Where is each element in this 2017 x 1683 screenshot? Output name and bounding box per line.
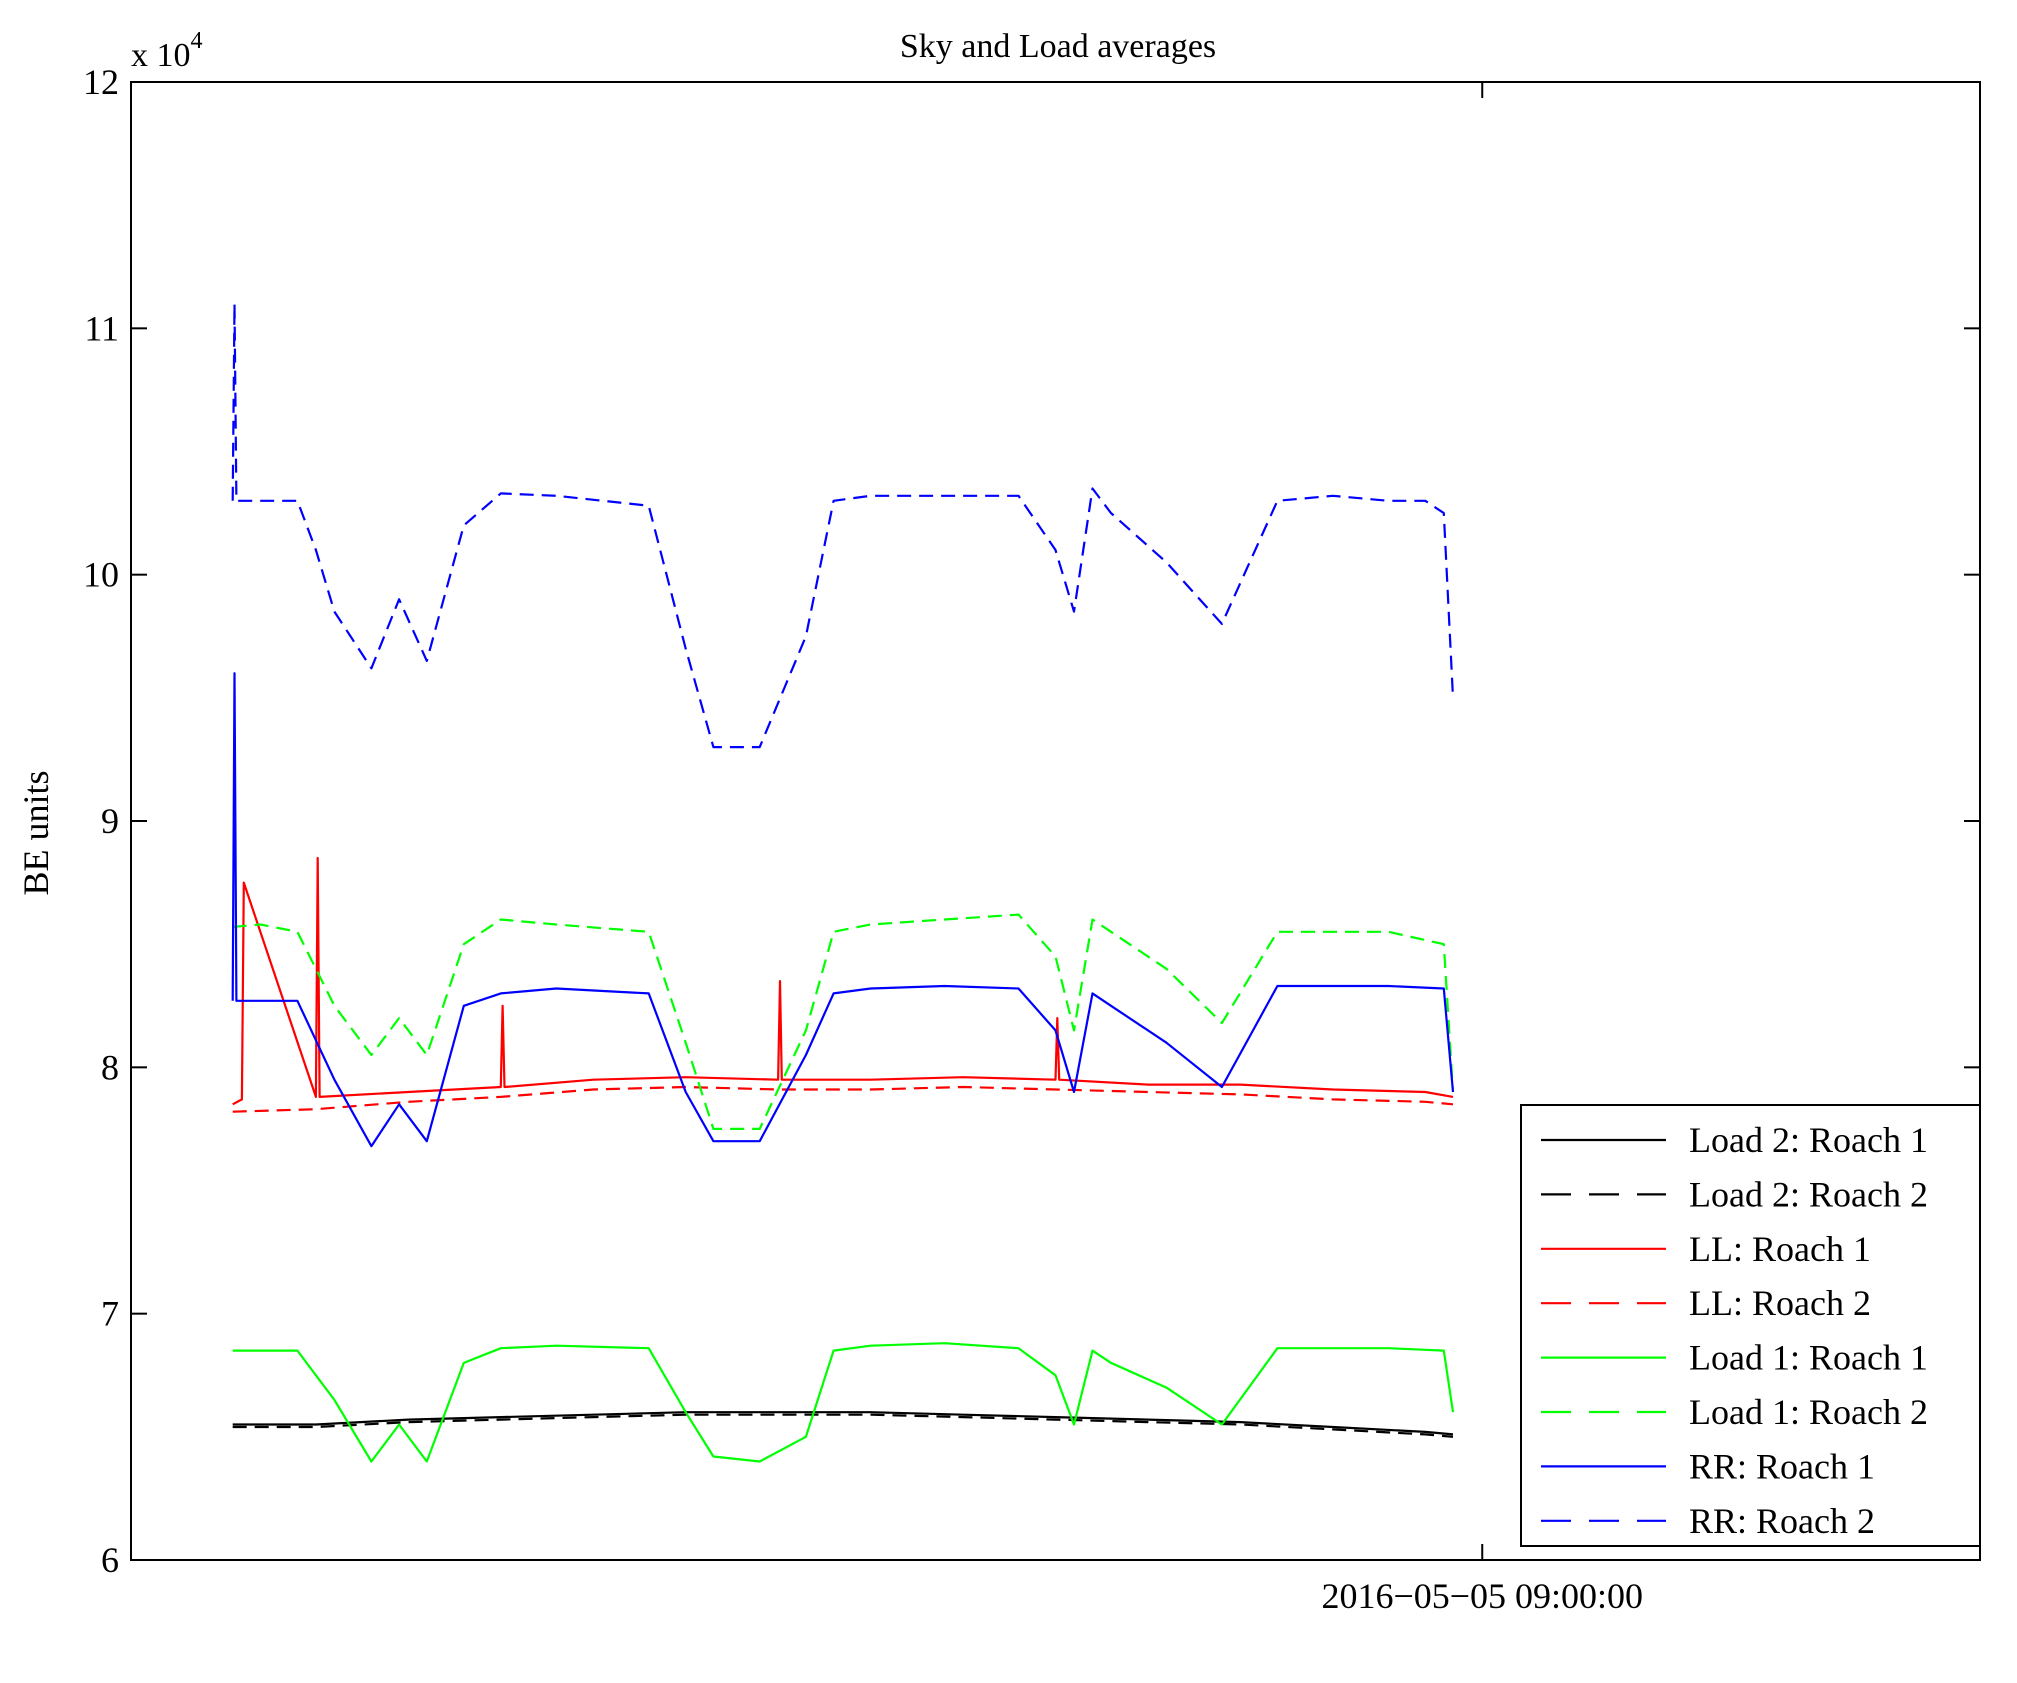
legend-label-2: Load 2: Roach 2 [1689,1174,1928,1214]
y-ticks: 6 7 8 9 10 11 12 [83,62,1980,1580]
series-layer [231,302,1455,1463]
series-line-6 [232,913,1455,1131]
x-ticks: 2016−05−05 09:00:00 [1321,82,1643,1616]
legend-label-7: RR: Roach 1 [1689,1446,1875,1486]
y-tick-label: 11 [84,308,119,348]
legend-label-8: RR: Roach 2 [1689,1501,1875,1541]
series-line-7 [231,672,1455,1148]
y-axis-label: BE units [16,770,56,895]
y-exponent-power: 4 [191,28,203,54]
plot-area-frame [130,81,1981,1561]
y-exponent-base: x 10 [131,37,191,74]
y-tick-label: 10 [83,555,119,595]
series-line-3 [232,856,1454,1106]
y-exponent-label: x 104 [131,28,203,74]
series-line-2 [232,1413,1454,1438]
series-line-5 [232,1342,1455,1463]
series-line-8 [231,302,1455,749]
series-line-1 [232,1411,1454,1436]
y-tick-label: 6 [101,1540,119,1580]
x-tick-label: 2016−05−05 09:00:00 [1321,1576,1643,1616]
legend-label-1: Load 2: Roach 1 [1689,1120,1928,1160]
legend-label-5: Load 1: Roach 1 [1689,1338,1928,1378]
y-tick-label: 12 [83,62,119,102]
y-tick-label: 7 [101,1294,119,1334]
y-tick-label: 8 [101,1047,119,1087]
legend-label-3: LL: Roach 1 [1689,1229,1871,1269]
chart-title: Sky and Load averages [900,28,1216,65]
legend-label-6: Load 1: Roach 2 [1689,1392,1928,1432]
legend: Load 2: Roach 1 Load 2: Roach 2 LL: Roach … [1520,1104,1981,1547]
legend-box [1520,1104,1981,1547]
y-tick-label: 9 [101,801,119,841]
legend-label-4: LL: Roach 2 [1689,1283,1871,1323]
